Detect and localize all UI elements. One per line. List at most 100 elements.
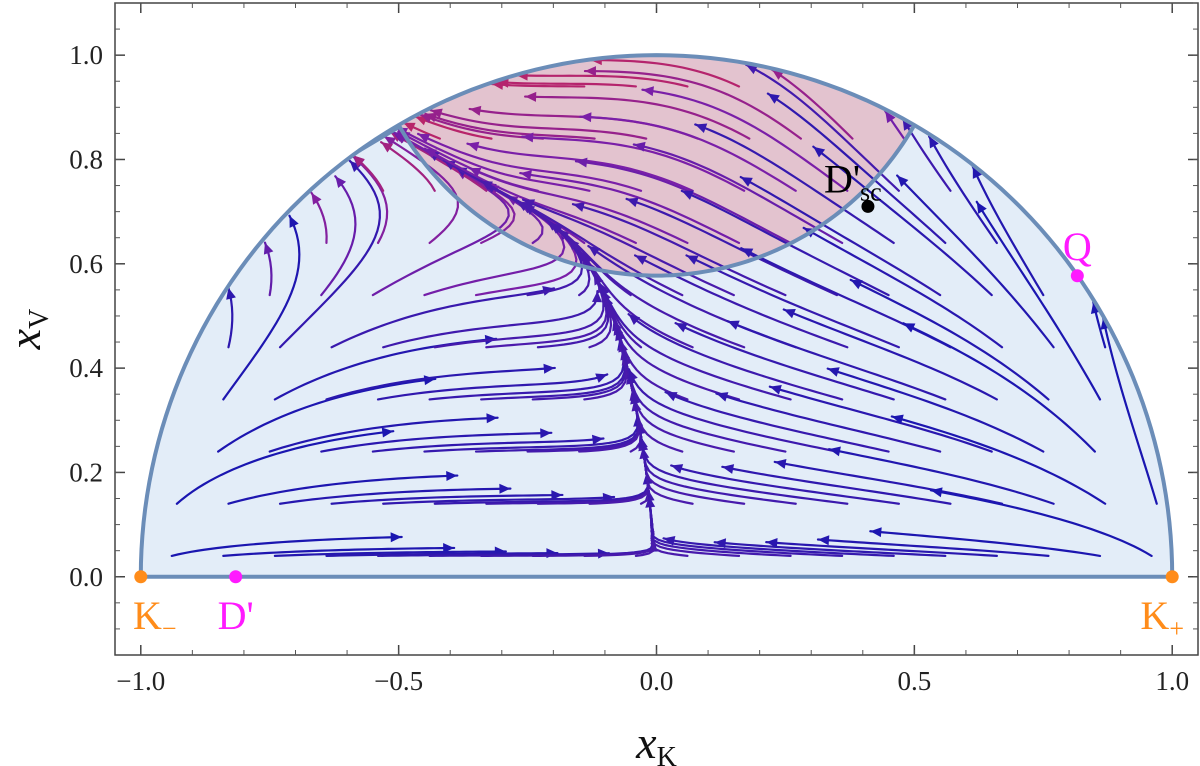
streamline [330,287,556,349]
inner-circle-boundary [357,123,916,278]
y-tick-label: 0.8 [69,144,103,174]
streamline [627,368,839,453]
streamline [694,123,895,245]
streamline-arrow [353,155,365,167]
streamline-arrow [740,177,753,187]
streamline [713,541,947,557]
streamline-arrow [390,532,402,543]
streamline-arrow [480,180,493,191]
streamline-arrow [522,132,534,143]
x-tick-label: 0.0 [640,666,674,696]
streamline [222,214,301,401]
streamline [589,59,741,88]
streamline [351,155,389,245]
point-label: D'sc [824,156,882,206]
point-label: K− [133,593,177,643]
streamline-arrow [642,86,654,97]
streamline [577,249,741,401]
streamline-arrow [446,470,458,481]
streamline-arrow [813,146,826,158]
streamline [278,487,512,505]
streamline-arrow [850,279,863,290]
streamline-arrow [891,414,904,425]
streamline-arrow [349,160,362,173]
streamline-arrow [469,167,482,178]
streamline-arrow [714,538,727,549]
streamline [382,495,616,505]
point-marker [229,570,243,584]
streamline-arrow [663,536,676,546]
streamline-arrow [722,464,735,474]
streamline-arrow [897,175,909,187]
streamline [175,430,395,505]
point-marker [861,199,875,213]
streamline [273,550,507,557]
y-tick-label: 1.0 [69,40,103,70]
streamline-arrow [430,108,443,119]
streamline-arrow [774,458,787,469]
streamline-arrow [635,255,648,265]
streamline [641,88,849,192]
streamline [739,175,942,297]
streamline [325,366,556,401]
streamline [1102,316,1158,505]
streamline [496,80,637,88]
streamline-arrow [695,123,708,133]
point-label: Q [1063,224,1092,269]
streamline-arrow [716,392,729,402]
streamline-arrow [497,77,509,88]
streamline [320,175,357,297]
streamline [902,322,1096,453]
streamline [625,197,839,297]
streamline-arrow [520,170,532,180]
streamline-arrow [766,537,778,548]
streamline [631,391,797,505]
streamline [383,135,459,245]
streamline [726,320,947,401]
y-tick-label: 0.0 [69,562,103,592]
streamline-arrow [289,215,299,228]
streamline [382,289,599,349]
streamline [927,135,998,245]
streamline [766,92,947,245]
streamline [521,198,735,297]
point-label: K+ [1140,593,1184,643]
streamline [674,322,895,401]
streamline [670,464,900,505]
streamline-arrow [767,93,780,104]
streamline-arrow [595,373,608,383]
streamline [268,416,499,453]
streamline [468,166,689,245]
streamline-arrow [543,363,555,374]
streamline-arrow [600,284,610,297]
streamline [812,145,993,297]
streamline-arrow [628,314,641,326]
streamline [768,385,993,453]
streamline-arrow [626,197,639,208]
streamline [641,446,792,557]
streamline [278,159,381,349]
point-label: D' [218,593,254,638]
y-tick-label: 0.4 [69,353,103,383]
streamline-arrow [572,202,585,212]
streamline-arrow [467,141,480,152]
streamline [416,132,643,192]
streamline [320,431,553,453]
streamline [574,160,792,245]
streamline [433,472,650,505]
streamline [423,414,639,453]
streamline [929,489,1153,557]
streamline-arrow [263,242,274,255]
streamline [376,373,609,401]
streamline-arrow [311,192,322,205]
streamline [599,283,792,401]
point-marker [1070,269,1084,283]
streamline-arrow [540,428,552,439]
streamline-arrow [381,427,394,438]
streamline-arrow [929,136,939,149]
streamline-arrow [551,223,564,234]
streamline-arrow [870,527,882,538]
y-axis-label: xV [0,309,55,351]
streamline-arrow [335,176,347,188]
streamline [715,392,942,453]
